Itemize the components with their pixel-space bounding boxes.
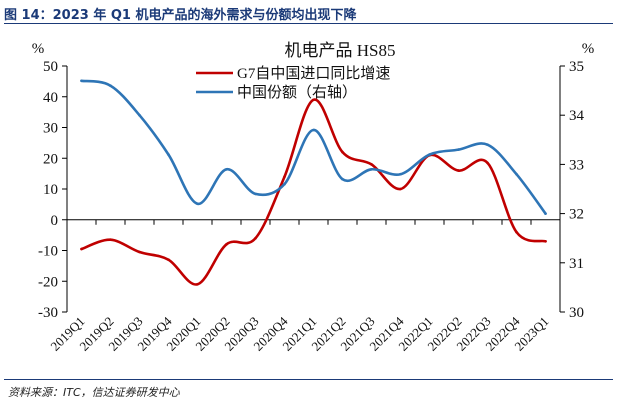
series-line [80,98,547,286]
source-rule [4,379,613,380]
data-point [196,283,199,286]
right-axis-unit: % [582,41,595,57]
data-point [341,177,344,181]
source-note: 资料来源：ITC，信达证券研发中心 [8,386,180,399]
data-point [428,153,431,156]
legend-label: G7自中国进口同比增速 [237,65,390,82]
right-tick-label: 30 [569,305,584,321]
data-point [370,163,373,166]
data-point [138,113,141,117]
data-point [486,143,489,146]
data-point [544,212,547,215]
data-point [370,168,373,171]
data-point [254,192,257,196]
left-tick-label: 50 [43,59,58,75]
chart-title: 机电产品 HS85 [285,41,396,60]
legend-label: 中国份额（右轴） [237,84,357,101]
chart-series [80,79,547,286]
left-tick-label: -10 [38,244,58,260]
data-point [399,172,402,176]
right-tick-label: 34 [569,108,585,124]
data-point [283,182,286,186]
right-tick-label: 31 [569,256,584,272]
right-tick-label: 32 [569,207,584,223]
right-tick-label: 33 [569,157,584,173]
chart-axes [62,65,565,313]
data-point [225,243,228,246]
left-tick-label: 10 [43,182,58,198]
chart-labels: 50403020100-10-20-30%353433323130%2019Q1… [32,41,595,354]
caption-rule [4,23,613,24]
data-point [399,187,402,191]
data-point [196,202,199,206]
left-axis-unit: % [32,41,45,57]
data-point [138,250,141,254]
data-point [341,150,344,154]
right-tick-label: 35 [569,59,584,75]
data-point [167,153,170,156]
data-point [515,230,518,234]
data-point [109,84,112,87]
data-point [312,128,315,132]
data-point [80,79,83,83]
data-point [80,247,83,251]
data-point [254,236,257,240]
data-point [544,240,547,243]
data-point [486,161,489,165]
figure-caption: 图 14：2023 年 Q1 机电产品的海外需求与份额均出现下降 [4,8,357,23]
data-point [457,169,460,172]
left-tick-label: 20 [43,151,58,167]
left-tick-label: -20 [38,274,58,290]
left-tick-label: 40 [43,90,58,106]
data-point [225,168,228,171]
data-point [457,148,460,151]
left-tick-label: -30 [38,305,58,321]
data-point [312,98,315,102]
data-point [109,238,112,241]
data-point [283,175,286,178]
data-point [167,258,170,262]
left-tick-label: 30 [43,121,58,137]
left-tick-label: 0 [51,213,59,229]
data-point [515,172,518,176]
series-share [80,79,547,215]
